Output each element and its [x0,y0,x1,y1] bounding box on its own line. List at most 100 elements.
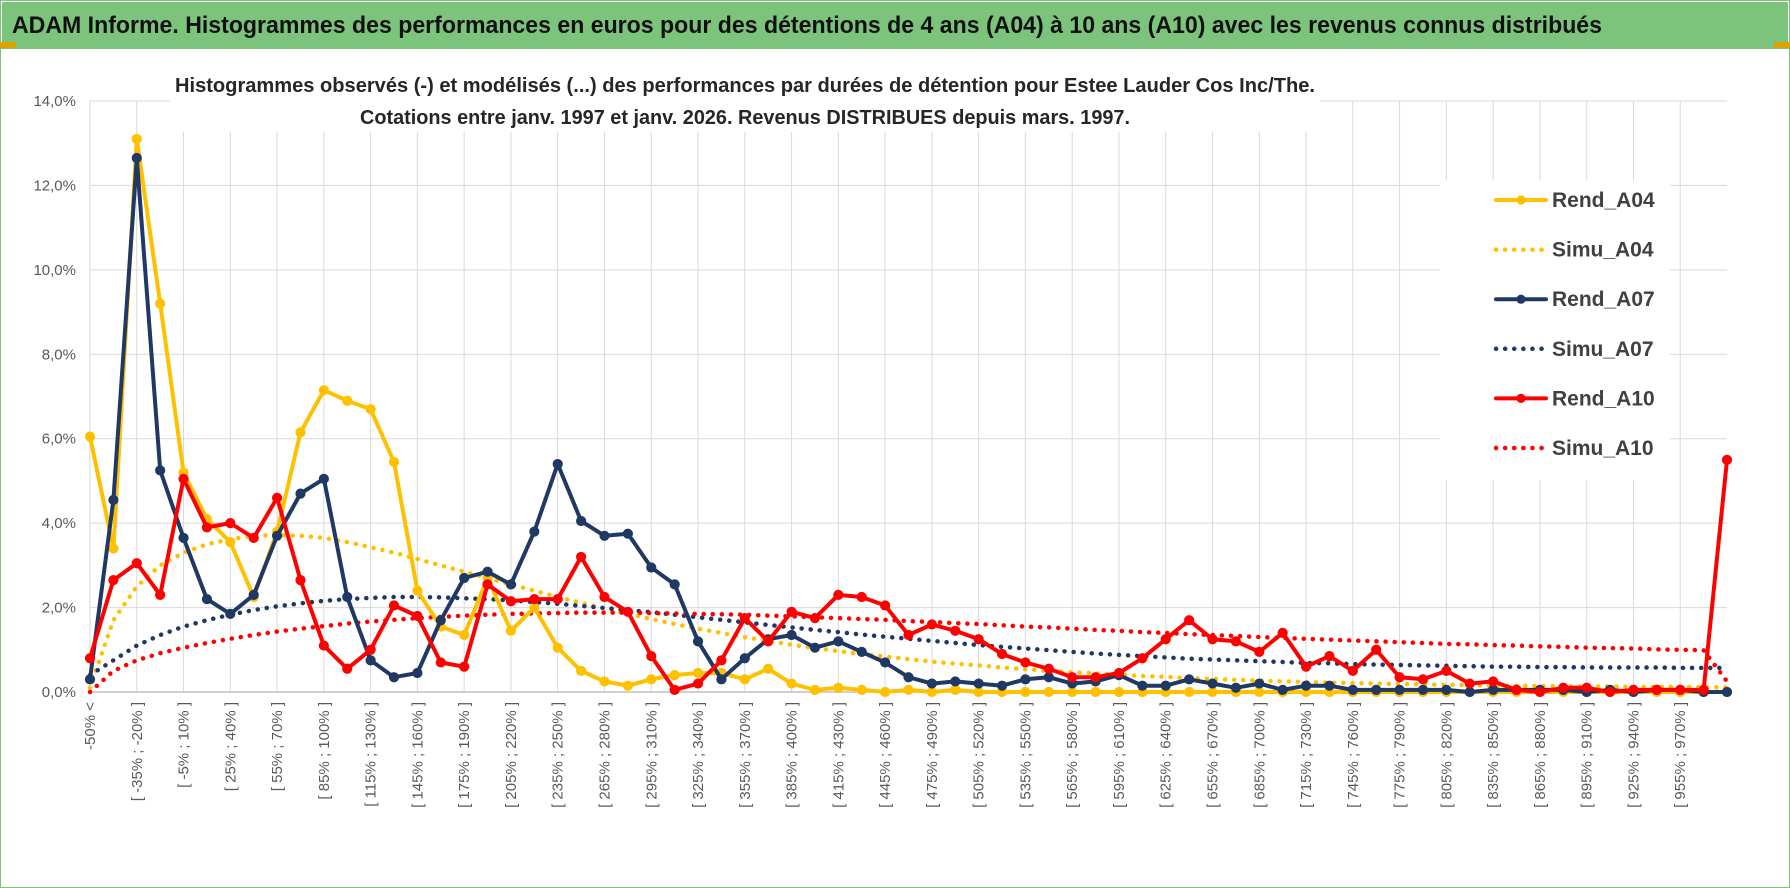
data-point-rend-a04 [833,682,844,693]
data-point-rend-a07 [552,458,563,470]
data-point-rend-a07 [1347,684,1358,695]
data-point-rend-a07 [833,636,844,647]
y-tick-label: 6,0% [42,431,76,448]
data-point-rend-a07 [973,678,984,689]
data-point-rend-a10 [646,651,657,662]
x-tick-label: [ 625% ; 640% ] [1158,702,1175,808]
data-point-rend-a10 [856,591,867,603]
data-point-rend-a07 [1020,674,1031,685]
data-point-rend-a10 [1534,686,1546,698]
data-point-rend-a07 [342,591,353,603]
data-point-rend-a07 [1043,672,1054,683]
data-point-rend-a04 [880,686,891,698]
data-point-rend-a10 [716,655,727,666]
data-point-rend-a07 [1417,684,1429,695]
x-tick-label: [ 535% ; 550% ] [1017,702,1034,808]
data-point-rend-a04 [529,602,540,613]
x-tick-label: [ 745% ; 760% ] [1345,702,1362,808]
data-point-rend-a10 [318,640,329,651]
x-tick-label: [ 655% ; 670% ] [1205,702,1222,808]
y-tick-label: 10,0% [33,262,76,279]
data-point-rend-a10 [996,648,1008,660]
data-point-rend-a07 [669,579,680,590]
data-point-rend-a10 [1207,634,1218,645]
data-point-rend-a10 [435,657,446,668]
y-tick-label: 14,0% [33,93,76,110]
data-point-rend-a10 [950,625,961,636]
data-point-rend-a10 [1511,684,1522,695]
data-point-rend-a04 [576,665,587,676]
legend: Rend_A04 Simu_A04 Rend_A07 Simu_A07 Rend_A10… [1493,189,1655,460]
data-point-rend-a10 [388,600,400,611]
data-point-rend-a10 [1675,684,1686,695]
data-point-rend-a07 [365,655,376,666]
data-point-rend-a04 [763,663,774,674]
x-tick-label: [ 85% ; 100% ] [316,702,333,800]
legend-label-rend-a07: Rend_A07 [1552,288,1655,311]
data-point-rend-a04 [809,684,821,695]
data-point-rend-a07 [155,465,166,476]
data-point-rend-a10 [1488,676,1499,687]
y-axis-ticks: 0,0% 2,0% 4,0% 6,0% 8,0% 10,0% 12,0% 14,0% [33,93,76,701]
data-point-rend-a10 [1324,651,1335,662]
x-tick-label: [ 175% ; 190% ] [456,702,473,808]
y-tick-label: 4,0% [42,515,76,532]
data-point-rend-a10 [412,610,423,622]
data-point-rend-a07 [271,530,283,541]
header-bar [2,2,1788,48]
y-tick-label: 2,0% [42,600,76,617]
data-point-rend-a07 [809,642,821,653]
data-point-rend-a10 [201,522,213,533]
data-point-rend-a07 [1160,680,1171,691]
chart-title-line1: Histogrammes observés (-) et modélisés (… [175,75,1315,97]
title-background [170,66,1320,132]
data-point-rend-a07 [84,674,96,685]
data-point-rend-a10 [1254,646,1265,657]
data-point-rend-a04 [295,427,306,438]
data-point-rend-a10 [225,518,236,529]
data-point-rend-a10 [1277,627,1288,639]
data-point-rend-a10 [1581,682,1592,693]
x-tick-label: [ 145% ; 160% ] [409,702,426,808]
x-tick-label: [ -35% ; -20% ] [129,702,146,801]
series-line-simu-a04 [87,532,1730,691]
data-point-rend-a10 [108,575,119,586]
x-tick-label: -50% < [82,702,99,750]
data-point-rend-a07 [412,667,423,679]
data-point-rend-a04 [155,298,166,309]
data-point-rend-a04 [599,676,610,687]
data-point-rend-a07 [1184,674,1195,685]
data-point-rend-a07 [739,653,750,664]
data-point-rend-a04 [318,385,329,396]
x-tick-label: [ 505% ; 520% ] [971,702,988,808]
series [84,133,1733,698]
x-tick-label: [ 265% ; 280% ] [596,702,613,808]
data-point-rend-a07 [1464,686,1475,698]
x-tick-label: [ 835% ; 850% ] [1485,702,1502,808]
data-point-rend-a04 [505,625,517,636]
data-point-rend-a10 [84,653,96,664]
data-point-rend-a07 [1488,684,1499,695]
data-point-rend-a07 [459,572,470,584]
data-point-rend-a07 [576,515,587,527]
header-corner-left [0,42,16,48]
data-point-rend-a07 [1721,686,1733,698]
data-point-rend-a10 [1651,684,1662,695]
data-point-rend-a07 [996,680,1008,691]
data-point-rend-a07 [108,494,119,506]
legend-label-rend-a04: Rend_A04 [1552,189,1655,212]
data-point-rend-a10 [529,594,540,605]
data-point-rend-a04 [1113,686,1125,698]
data-point-rend-a10 [599,591,610,603]
x-tick-label: [ 595% ; 610% ] [1111,702,1128,808]
data-point-rend-a10 [1160,634,1171,645]
data-point-rend-a10 [903,629,914,641]
data-point-rend-a04 [950,684,961,695]
data-point-rend-a04 [412,585,423,596]
data-point-rend-a10 [1090,672,1101,683]
data-point-rend-a04 [926,686,937,698]
x-tick-label: [ 685% ; 700% ] [1251,702,1268,808]
legend-marker [1516,294,1526,304]
data-point-rend-a10 [482,579,493,590]
data-point-rend-a10 [576,551,587,563]
